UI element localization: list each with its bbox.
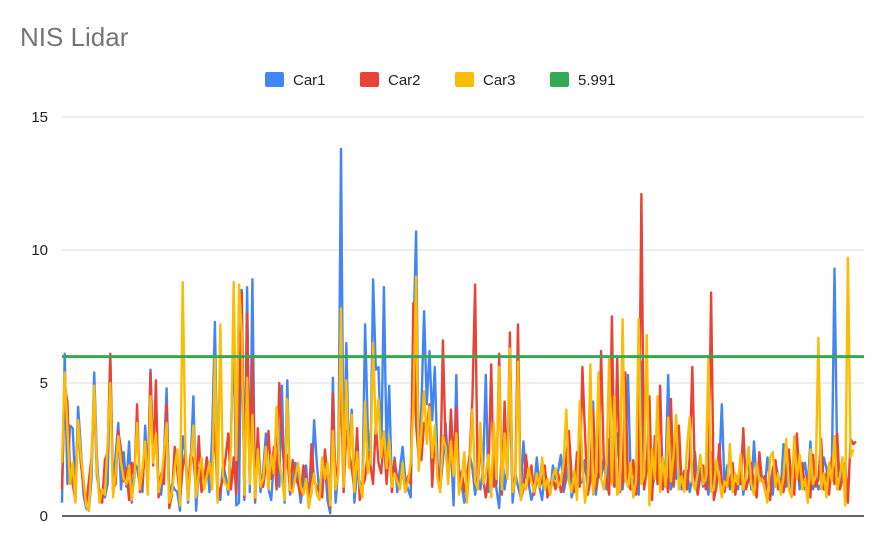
legend-swatch [265,72,284,87]
y-tick-label: 5 [40,375,48,392]
legend-label: Car3 [483,72,516,89]
legend-swatch [550,72,569,87]
legend-item: Car1 [265,72,326,89]
plot-area [60,147,864,515]
legend-swatch [360,72,379,87]
y-tick-label: 10 [31,242,48,259]
series-line-car3 [60,256,855,512]
legend-item: 5.991 [550,72,616,89]
gridlines [62,116,864,517]
chart-title: NIS Lidar [20,22,129,52]
legend-label: Car1 [293,72,326,89]
legend: Car1 Car2 Car3 5.991 [265,72,616,89]
legend-swatch [455,72,474,87]
legend-label: Car2 [388,72,421,89]
legend-label: 5.991 [578,72,616,89]
legend-item: Car2 [360,72,421,89]
legend-item: Car3 [455,72,516,89]
y-tick-label: 15 [31,109,48,126]
y-tick-label: 0 [40,508,48,525]
y-axis: 0 5 10 15 [31,109,48,525]
